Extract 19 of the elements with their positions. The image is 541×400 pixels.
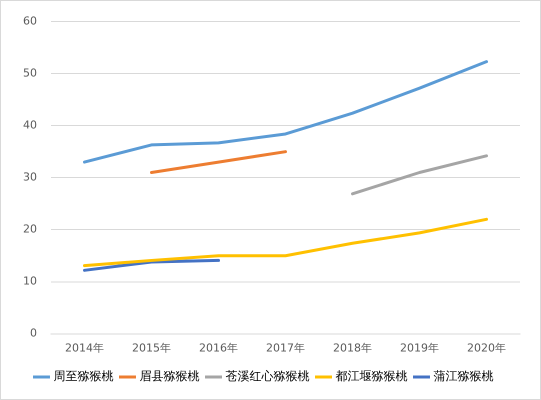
y-tick-label: 20: [22, 222, 37, 236]
x-tick-label: 2018年: [333, 341, 372, 354]
x-tick-label: 2020年: [467, 341, 506, 354]
y-tick-label: 60: [22, 14, 37, 28]
y-tick-label: 40: [22, 118, 37, 132]
x-tick-label: 2015年: [132, 341, 171, 354]
x-tick-label: 2017年: [266, 341, 305, 354]
legend-label: 都江堰猕猴桃: [336, 369, 408, 384]
legend-label: 眉县猕猴桃: [140, 369, 200, 384]
y-tick-label: 30: [22, 170, 37, 184]
y-tick-label: 50: [22, 66, 37, 80]
legend-label: 蒲江猕猴桃: [434, 369, 494, 384]
legend-label: 周至猕猴桃: [54, 369, 114, 384]
x-tick-label: 2016年: [199, 341, 238, 354]
y-tick-label: 10: [22, 274, 37, 288]
x-tick-label: 2019年: [400, 341, 439, 354]
x-tick-label: 2014年: [64, 341, 104, 354]
y-tick-label: 0: [30, 326, 37, 340]
legend-label: 苍溪红心猕猴桃: [226, 369, 310, 384]
